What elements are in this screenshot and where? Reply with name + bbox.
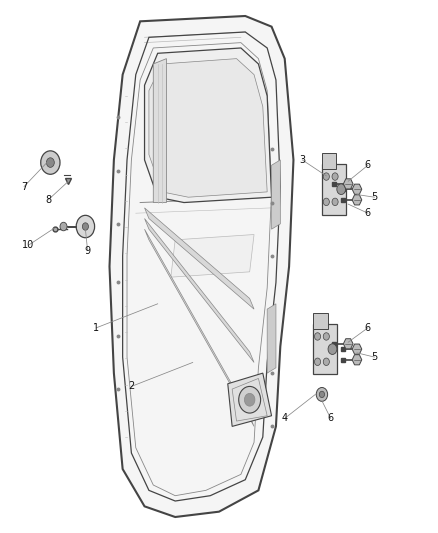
Circle shape [323, 198, 329, 206]
Text: 2: 2 [128, 382, 134, 391]
Polygon shape [145, 229, 254, 426]
Text: 3: 3 [299, 155, 305, 165]
Circle shape [314, 333, 321, 340]
Polygon shape [343, 338, 353, 349]
Polygon shape [145, 219, 254, 362]
Polygon shape [272, 160, 280, 229]
Circle shape [244, 393, 255, 406]
Circle shape [82, 223, 88, 230]
Text: 1: 1 [93, 323, 99, 333]
Circle shape [332, 198, 338, 206]
Circle shape [337, 184, 346, 195]
Polygon shape [267, 304, 276, 373]
Circle shape [323, 173, 329, 180]
Text: 7: 7 [21, 182, 27, 191]
Polygon shape [322, 154, 336, 169]
Polygon shape [145, 48, 272, 203]
Text: 5: 5 [371, 352, 378, 362]
Polygon shape [313, 313, 328, 329]
Text: 4: 4 [282, 414, 288, 423]
Polygon shape [352, 344, 362, 354]
Circle shape [239, 386, 261, 413]
Polygon shape [322, 164, 346, 214]
Polygon shape [352, 195, 362, 205]
Text: 6: 6 [365, 160, 371, 170]
Polygon shape [228, 373, 272, 426]
Polygon shape [145, 208, 254, 309]
Circle shape [314, 358, 321, 366]
Circle shape [316, 387, 328, 401]
Polygon shape [352, 354, 362, 365]
Text: 10: 10 [22, 240, 35, 250]
Circle shape [60, 222, 67, 231]
Circle shape [41, 151, 60, 174]
Circle shape [76, 215, 95, 238]
Circle shape [319, 391, 325, 398]
Text: 8: 8 [45, 195, 51, 205]
Polygon shape [343, 179, 353, 189]
Polygon shape [110, 16, 293, 517]
Polygon shape [153, 59, 166, 203]
Polygon shape [352, 184, 362, 195]
Circle shape [323, 333, 329, 340]
Polygon shape [171, 235, 254, 277]
Text: 9: 9 [85, 246, 91, 255]
Circle shape [332, 173, 338, 180]
Circle shape [46, 158, 54, 167]
Text: 6: 6 [365, 323, 371, 333]
Circle shape [323, 358, 329, 366]
Text: 6: 6 [365, 208, 371, 218]
Text: 6: 6 [328, 414, 334, 423]
Polygon shape [149, 59, 267, 197]
Circle shape [328, 344, 337, 354]
Polygon shape [313, 324, 337, 374]
Text: 5: 5 [371, 192, 378, 202]
